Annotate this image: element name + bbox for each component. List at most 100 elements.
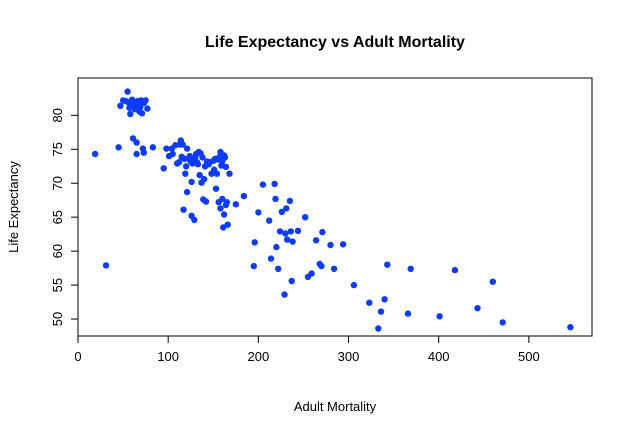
- data-point: [188, 178, 195, 186]
- data-point: [201, 176, 208, 183]
- data-point: [138, 110, 146, 117]
- data-point: [149, 144, 156, 151]
- data-point: [302, 214, 309, 221]
- data-point: [217, 205, 224, 212]
- data-point: [276, 228, 284, 235]
- y-axis-label: Life Expectancy: [6, 161, 21, 253]
- data-point: [250, 262, 257, 270]
- data-point: [339, 241, 347, 248]
- data-point: [224, 221, 231, 228]
- y-tick-label: 50: [50, 312, 65, 326]
- data-point: [474, 305, 481, 312]
- x-tick-label: 200: [247, 349, 269, 364]
- data-point: [133, 150, 140, 158]
- data-point: [186, 152, 193, 160]
- data-point: [160, 165, 167, 172]
- data-point: [284, 236, 291, 243]
- data-point: [144, 105, 151, 112]
- x-tick-label: 300: [338, 349, 360, 364]
- plot-area: [77, 77, 593, 337]
- data-point: [223, 199, 230, 206]
- data-point: [183, 145, 191, 152]
- data-point: [499, 319, 506, 326]
- data-point: [191, 216, 198, 224]
- chart-title: Life Expectancy vs Adult Mortality: [205, 34, 465, 51]
- data-point: [282, 230, 289, 237]
- data-point: [194, 161, 202, 168]
- data-point: [183, 188, 191, 196]
- data-point: [102, 262, 110, 269]
- data-point: [142, 97, 149, 104]
- data-point: [286, 197, 294, 205]
- data-point: [283, 205, 290, 212]
- x-tick-label: 500: [518, 349, 540, 364]
- data-point: [221, 154, 229, 161]
- data-point: [133, 139, 140, 146]
- data-point: [350, 281, 358, 289]
- x-tick-label: 0: [74, 349, 81, 364]
- data-point: [212, 185, 220, 192]
- data-point: [219, 195, 226, 203]
- data-point: [404, 310, 412, 317]
- data-point: [124, 88, 131, 95]
- data-point: [289, 238, 296, 245]
- data-point: [267, 255, 275, 262]
- data-point: [308, 270, 315, 277]
- data-point: [288, 277, 295, 285]
- data-point: [275, 265, 282, 272]
- data-point: [213, 170, 221, 177]
- data-point: [182, 170, 189, 177]
- data-point: [366, 299, 373, 306]
- data-point: [319, 228, 326, 236]
- data-point: [327, 241, 334, 249]
- data-point: [375, 325, 382, 332]
- data-point: [226, 170, 233, 177]
- data-point: [318, 262, 325, 270]
- data-point: [436, 313, 443, 320]
- data-point: [381, 296, 388, 303]
- data-point: [281, 291, 288, 298]
- data-point: [169, 150, 176, 158]
- data-point: [202, 198, 210, 205]
- data-point: [384, 261, 391, 268]
- data-point: [273, 243, 280, 251]
- data-point: [127, 110, 134, 118]
- data-point: [255, 209, 262, 216]
- data-point: [140, 149, 147, 156]
- data-points: [91, 88, 574, 332]
- data-point: [91, 150, 99, 158]
- data-point: [181, 155, 188, 162]
- x-tick-label: 400: [428, 349, 450, 364]
- y-tick-label: 65: [50, 210, 65, 224]
- data-point: [278, 208, 285, 215]
- data-point: [272, 195, 279, 203]
- data-point: [407, 265, 414, 272]
- data-point: [271, 180, 278, 188]
- data-point: [266, 217, 273, 224]
- data-point: [377, 308, 385, 315]
- data-point: [115, 144, 122, 151]
- data-point: [232, 201, 239, 208]
- x-tick-label: 100: [157, 349, 179, 364]
- data-point: [199, 154, 206, 161]
- y-tick-label: 60: [50, 244, 65, 258]
- data-point: [330, 265, 338, 272]
- data-point: [179, 141, 186, 148]
- y-tick-label: 70: [50, 176, 65, 190]
- data-point: [451, 266, 459, 274]
- data-point: [489, 278, 496, 285]
- data-point: [312, 237, 320, 244]
- data-point: [222, 163, 230, 171]
- data-point: [287, 228, 294, 235]
- data-point: [220, 211, 228, 218]
- y-tick-label: 80: [50, 108, 65, 122]
- data-point: [196, 171, 203, 179]
- y-tick-label: 55: [50, 278, 65, 292]
- data-point: [180, 206, 187, 213]
- data-point: [251, 239, 258, 246]
- data-point: [129, 135, 137, 142]
- data-point: [294, 227, 302, 234]
- y-axis: 50 55 60 65 70 75 80: [50, 108, 79, 326]
- data-point: [163, 145, 170, 152]
